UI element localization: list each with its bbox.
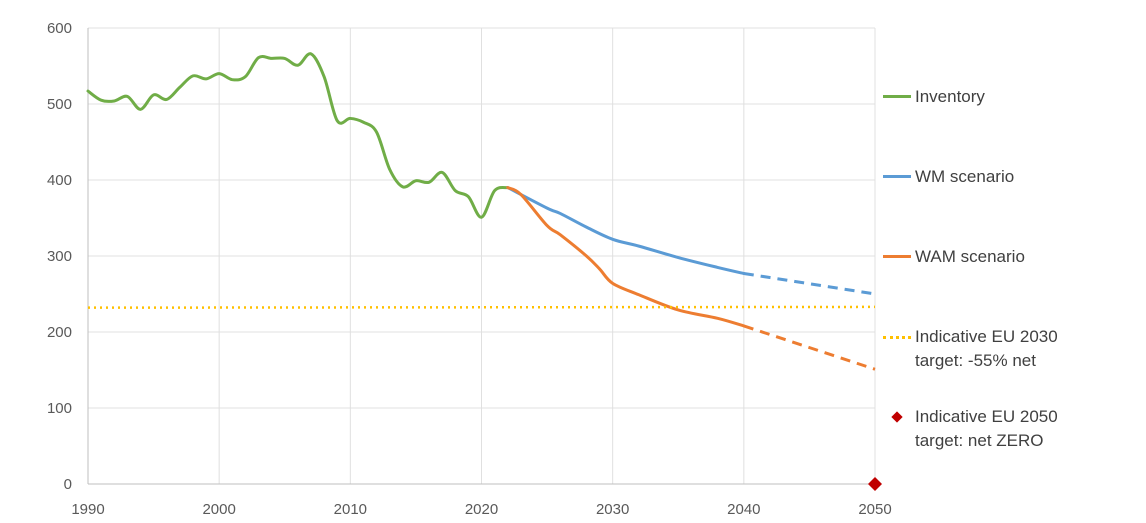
legend-label: WM scenario (915, 167, 1015, 186)
legend-swatch (883, 95, 911, 98)
chart-legend: Inventory WM scenario WAM scenario Indicati… (883, 85, 1143, 485)
wm-scenario-projection-line (743, 271, 876, 296)
legend-swatch (883, 175, 911, 178)
legend-label: Indicative EU 2030 target: -55% net (915, 327, 1058, 370)
wm-scenario-line (506, 186, 746, 275)
y-tick-label: 500 (47, 96, 72, 113)
chart-tick-labels: 0 100 200 300 400 500 600 1990 2000 2010 2020 2030 2… (47, 20, 892, 518)
inventory-line (86, 52, 510, 219)
legend-label: Inventory (915, 87, 985, 106)
y-tick-label: 300 (47, 248, 72, 265)
chart-axes (87, 28, 875, 485)
legend-item-wam-scenario: WAM scenario (883, 245, 1143, 325)
chart-grid (87, 27, 876, 484)
y-tick-label: 0 (64, 476, 72, 493)
legend-item-wm-scenario: WM scenario (883, 165, 1143, 245)
legend-swatch (883, 255, 911, 258)
y-tick-label: 200 (47, 324, 72, 341)
y-tick-label: 400 (47, 172, 72, 189)
y-tick-label: 100 (47, 400, 72, 417)
legend-item-indicative-eu-2050: Indicative EU 2050 target: net ZERO (883, 405, 1143, 485)
x-tick-label: 1990 (71, 501, 104, 518)
x-tick-label: 2050 (858, 501, 891, 518)
x-tick-label: 2020 (465, 501, 498, 518)
legend-swatch (891, 411, 903, 423)
legend-swatch (883, 336, 911, 339)
x-tick-label: 2040 (727, 501, 760, 518)
x-tick-label: 2010 (334, 501, 367, 518)
indicative-eu-2050-marker (868, 477, 882, 491)
legend-label: WAM scenario (915, 247, 1025, 266)
legend-label: Indicative EU 2050 target: net ZERO (915, 407, 1058, 450)
legend-item-indicative-eu-2030: Indicative EU 2030 target: -55% net (883, 325, 1143, 405)
y-tick-label: 600 (47, 20, 72, 37)
chart-series (86, 52, 882, 491)
x-tick-label: 2030 (596, 501, 629, 518)
wam-scenario-projection-line (743, 324, 876, 371)
indicative-eu-2030-line (87, 305, 876, 309)
x-tick-label: 2000 (202, 501, 235, 518)
legend-item-inventory: Inventory (883, 85, 1143, 165)
wam-scenario-line (506, 186, 746, 328)
